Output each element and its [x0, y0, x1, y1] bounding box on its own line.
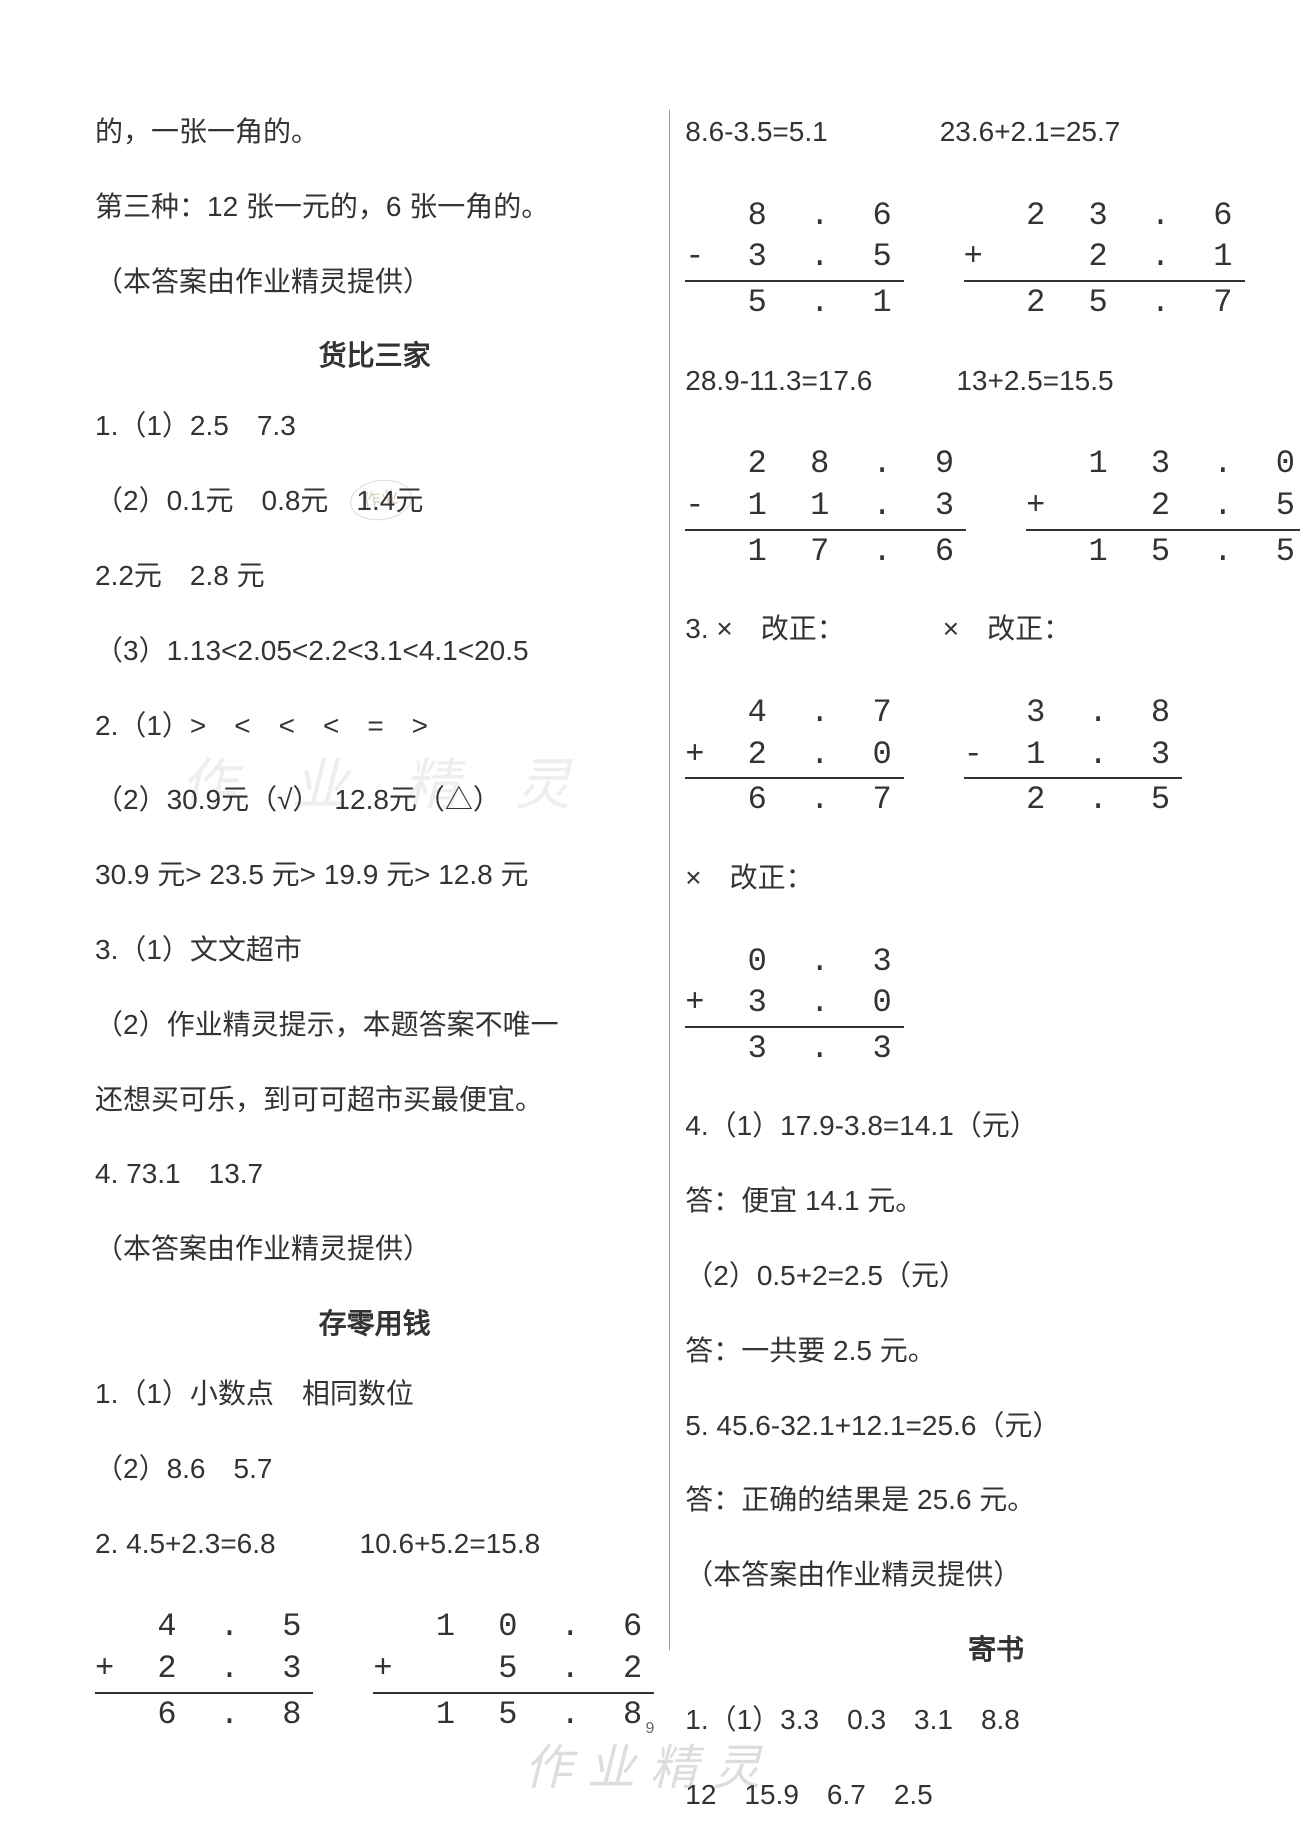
answer-line: 2.（1）> < < < = > [95, 704, 654, 749]
section-title: 存零用钱 [95, 1302, 654, 1342]
answer-line: （2）作业精灵提示，本题答案不唯一 [95, 1003, 654, 1048]
vertical-calc: 4 . 7 + 2 . 0 6 . 7 [685, 692, 903, 821]
vertical-calc: 1 0 . 6 + 5 . 2 1 5 . 8 [373, 1606, 654, 1735]
calc-result: 2 5 . 7 [964, 280, 1245, 324]
calc-row: - 1 1 . 3 [685, 485, 966, 527]
calc-row: + 2 . 5 [1026, 485, 1300, 527]
vertical-calc: 2 3 . 6 + 2 . 1 2 5 . 7 [964, 195, 1245, 324]
answer-line: （2）30.9元（√） 12.8元（△） [95, 778, 654, 823]
calc-row: + 2 . 3 [95, 1648, 313, 1690]
calc-pair: 2 8 . 9 - 1 1 . 3 1 7 . 6 1 3 . 0 + 2 . … [685, 433, 1300, 597]
vertical-calc: 1 3 . 0 + 2 . 5 1 5 . 5 [1026, 443, 1300, 572]
calc-result: 2 . 5 [964, 777, 1182, 821]
answer-line: 答：便宜 14.1 元。 [685, 1179, 1300, 1224]
answer-line: 5. 45.6-32.1+12.1=25.6（元） [685, 1404, 1300, 1449]
calc-row: + 2 . 0 [685, 734, 903, 776]
calc-result: 1 5 . 8 [373, 1692, 654, 1736]
calc-result: 1 7 . 6 [685, 529, 966, 573]
answer-line: 还想买可乐，到可可超市买最便宜。 [95, 1078, 654, 1123]
calc-row: 3 . 8 [964, 692, 1182, 734]
answer-line: 2. 4.5+2.3=6.8 10.6+5.2=15.8 [95, 1522, 654, 1567]
vertical-calc: 3 . 8 - 1 . 3 2 . 5 [964, 692, 1182, 821]
calc-pair: 0 . 3 + 3 . 0 3 . 3 [685, 931, 1300, 1095]
calc-row: 1 3 . 0 [1026, 443, 1300, 485]
vertical-calc: 2 8 . 9 - 1 1 . 3 1 7 . 6 [685, 443, 966, 572]
calc-row: - 3 . 5 [685, 236, 903, 278]
text-line: （本答案由作业精灵提供） [95, 1227, 654, 1272]
answer-line: 30.9 元> 23.5 元> 19.9 元> 12.8 元 [95, 853, 654, 898]
vertical-calc: 0 . 3 + 3 . 0 3 . 3 [685, 941, 903, 1070]
answer-line: 答：一共要 2.5 元。 [685, 1329, 1300, 1374]
answer-line: 答：正确的结果是 25.6 元。 [685, 1478, 1300, 1523]
text-line: 第三种：12 张一元的，6 张一角的。 [95, 185, 654, 230]
right-column: 8.6-3.5=5.1 23.6+2.1=25.7 8 . 6 - 3 . 5 … [670, 110, 1300, 1650]
calc-row: + 5 . 2 [373, 1648, 654, 1690]
text-line: （本答案由作业精灵提供） [685, 1553, 1300, 1598]
calc-row: 2 8 . 9 [685, 443, 966, 485]
calc-row: 4 . 7 [685, 692, 903, 734]
calc-pair: 4 . 7 + 2 . 0 6 . 7 3 . 8 - 1 . 3 2 . 5 [685, 682, 1300, 846]
calc-result: 6 . 7 [685, 777, 903, 821]
calc-row: - 1 . 3 [964, 734, 1182, 776]
answer-line: 1.（1）3.3 0.3 3.1 8.8 [685, 1698, 1300, 1743]
answer-line: （2）8.6 5.7 [95, 1447, 654, 1492]
equation-line: 28.9-11.3=17.6 13+2.5=15.5 [685, 359, 1300, 404]
answer-line: 3.（1）文文超市 [95, 928, 654, 973]
answer-line: 1.（1）小数点 相同数位 [95, 1372, 654, 1417]
answer-line: 2.2元 2.8 元 [95, 554, 654, 599]
calc-pair: 8 . 6 - 3 . 5 5 . 1 2 3 . 6 + 2 . 1 2 5 … [685, 185, 1300, 349]
answer-line: 4.（1）17.9-3.8=14.1（元） [685, 1104, 1300, 1149]
answer-line: 12 15.9 6.7 2.5 [685, 1773, 1300, 1818]
vertical-calc: 4 . 5 + 2 . 3 6 . 8 [95, 1606, 313, 1735]
text-line: （本答案由作业精灵提供） [95, 260, 654, 305]
equation-line: 8.6-3.5=5.1 23.6+2.1=25.7 [685, 110, 1300, 155]
calc-result: 3 . 3 [685, 1026, 903, 1070]
answer-line: 1.（1）2.5 7.3 [95, 404, 654, 449]
calc-row: + 3 . 0 [685, 982, 903, 1024]
calc-result: 5 . 1 [685, 280, 903, 324]
calc-pair: 4 . 5 + 2 . 3 6 . 8 1 0 . 6 + 5 . 2 1 5 … [95, 1596, 654, 1760]
answer-line: 4. 73.1 13.7 [95, 1152, 654, 1197]
calc-row: 4 . 5 [95, 1606, 313, 1648]
calc-row: + 2 . 1 [964, 236, 1245, 278]
page-container: 的，一张一角的。 第三种：12 张一元的，6 张一角的。 （本答案由作业精灵提供… [80, 110, 1220, 1650]
vertical-calc: 8 . 6 - 3 . 5 5 . 1 [685, 195, 903, 324]
answer-line: （2）0.5+2=2.5（元） [685, 1254, 1300, 1299]
calc-row: 8 . 6 [685, 195, 903, 237]
section-title: 货比三家 [95, 334, 654, 374]
calc-row: 1 0 . 6 [373, 1606, 654, 1648]
calc-result: 6 . 8 [95, 1692, 313, 1736]
answer-line: × 改正： [685, 856, 1300, 901]
section-title: 寄书 [685, 1628, 1300, 1668]
calc-row: 2 3 . 6 [964, 195, 1245, 237]
calc-row: 0 . 3 [685, 941, 903, 983]
answer-line: 3. × 改正： × 改正： [685, 607, 1300, 652]
answer-line: （2）0.1元 0.8元 1.4元 [95, 479, 654, 524]
calc-result: 1 5 . 5 [1026, 529, 1300, 573]
answer-line: （3）1.13<2.05<2.2<3.1<4.1<20.5 [95, 629, 654, 674]
text-line: 的，一张一角的。 [95, 110, 654, 155]
left-column: 的，一张一角的。 第三种：12 张一元的，6 张一角的。 （本答案由作业精灵提供… [80, 110, 670, 1650]
